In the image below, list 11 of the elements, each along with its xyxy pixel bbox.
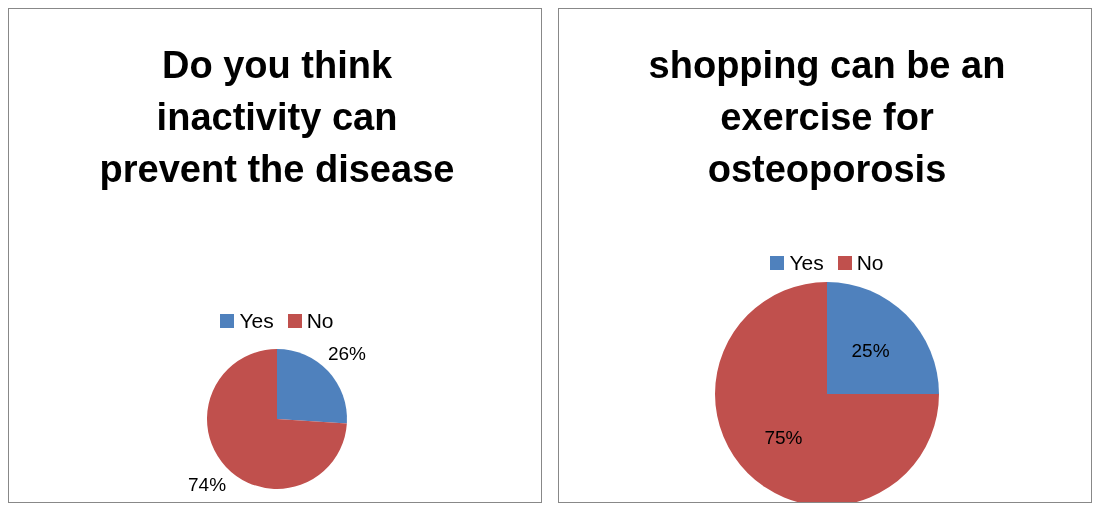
- chart-title: shopping can be an exercise for osteoporosis: [647, 43, 1007, 192]
- pie-slice: [827, 282, 939, 394]
- legend-label: Yes: [238, 309, 274, 333]
- data-label: 74%: [188, 474, 227, 496]
- legend-label: Yes: [788, 251, 824, 275]
- chart-title: Do you think inactivity can prevent the disease: [98, 43, 456, 192]
- legend-label: No: [855, 251, 884, 275]
- legend-label: No: [305, 309, 334, 333]
- data-label: 75%: [764, 427, 803, 449]
- data-label: 25%: [851, 339, 890, 361]
- data-label: 26%: [327, 342, 367, 364]
